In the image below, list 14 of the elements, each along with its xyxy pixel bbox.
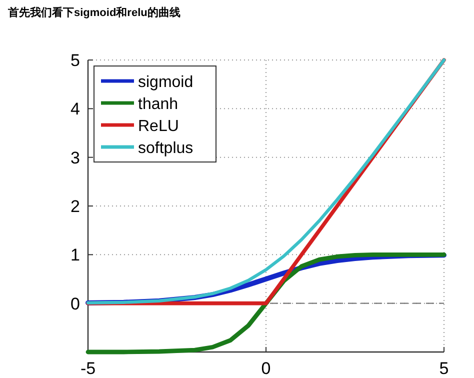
ytick: 3: [70, 148, 80, 168]
xtick: 0: [261, 359, 271, 378]
legend-label: ReLU: [138, 118, 179, 135]
legend-label: sigmoid: [138, 74, 194, 91]
ytick: 1: [70, 246, 80, 265]
ytick: 5: [70, 51, 80, 70]
legend-label: softplus: [138, 140, 194, 157]
xtick: 5: [439, 359, 449, 378]
legend-label: thanh: [138, 96, 178, 113]
ytick: 4: [70, 100, 80, 119]
ytick: 0: [70, 294, 80, 314]
ytick: 2: [70, 197, 80, 216]
title: 首先我们看下sigmoid和relu的曲线: [8, 7, 180, 19]
xtick: -5: [80, 359, 96, 378]
